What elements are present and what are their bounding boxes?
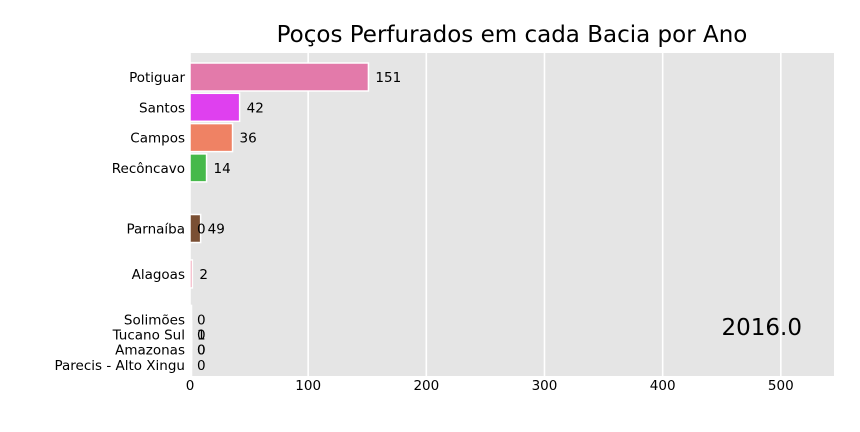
- y-tick-label: Solimões: [124, 312, 185, 328]
- year-annotation: 2016.0: [722, 315, 802, 341]
- y-tick-label: Amazonas: [115, 343, 185, 359]
- bar-santos: [189, 92, 241, 123]
- value-label: 1: [197, 328, 206, 344]
- bars: [189, 62, 370, 380]
- value-label: 2: [199, 267, 208, 283]
- bar-alagoas: [189, 259, 194, 289]
- y-tick-label: Tucano Sul: [112, 328, 185, 344]
- value-label: 36: [240, 131, 257, 147]
- y-tick-label: Campos: [130, 131, 185, 147]
- value-label: 42: [247, 100, 264, 116]
- y-tick-label: Parnaíba: [126, 222, 185, 238]
- x-tick-label: 0: [186, 378, 195, 394]
- bar-parecis-alto-xingu: [189, 350, 193, 380]
- value-label: 0: [197, 328, 206, 344]
- bar-parna-ba: [189, 213, 202, 244]
- value-label: 0: [197, 312, 206, 328]
- x-tick-label: 500: [768, 378, 794, 394]
- x-tick-label: 100: [295, 378, 321, 394]
- plot-background: [190, 53, 834, 376]
- chart-title: Poços Perfurados em cada Bacia por Ano: [277, 22, 748, 48]
- y-tick-label: Parecis - Alto Xingu: [54, 358, 185, 374]
- value-label: 0: [197, 343, 206, 359]
- bar-campos: [189, 122, 234, 153]
- x-tick-label: 300: [532, 378, 558, 394]
- y-tick-label: Recôncavo: [112, 161, 185, 177]
- y-tick-label: Potiguar: [129, 70, 185, 86]
- value-label: 0: [197, 358, 206, 374]
- value-label: 49: [208, 222, 225, 238]
- bar-rec-ncavo: [189, 153, 208, 183]
- x-tick-label: 200: [413, 378, 439, 394]
- x-tick-labels: 0 100 200 300 400 500: [186, 378, 794, 394]
- bar-potiguar: [189, 62, 370, 92]
- y-tick-label: Santos: [139, 100, 185, 116]
- value-label: 0: [197, 343, 206, 359]
- value-label: 151: [375, 70, 401, 86]
- value-label: 14: [214, 161, 231, 177]
- y-tick-label: Alagoas: [132, 267, 185, 283]
- x-tick-label: 400: [650, 378, 676, 394]
- value-label: 0: [197, 222, 206, 238]
- y-tick-labels: Potiguar Santos Campos Recôncavo Parnaíba Ala…: [54, 70, 185, 374]
